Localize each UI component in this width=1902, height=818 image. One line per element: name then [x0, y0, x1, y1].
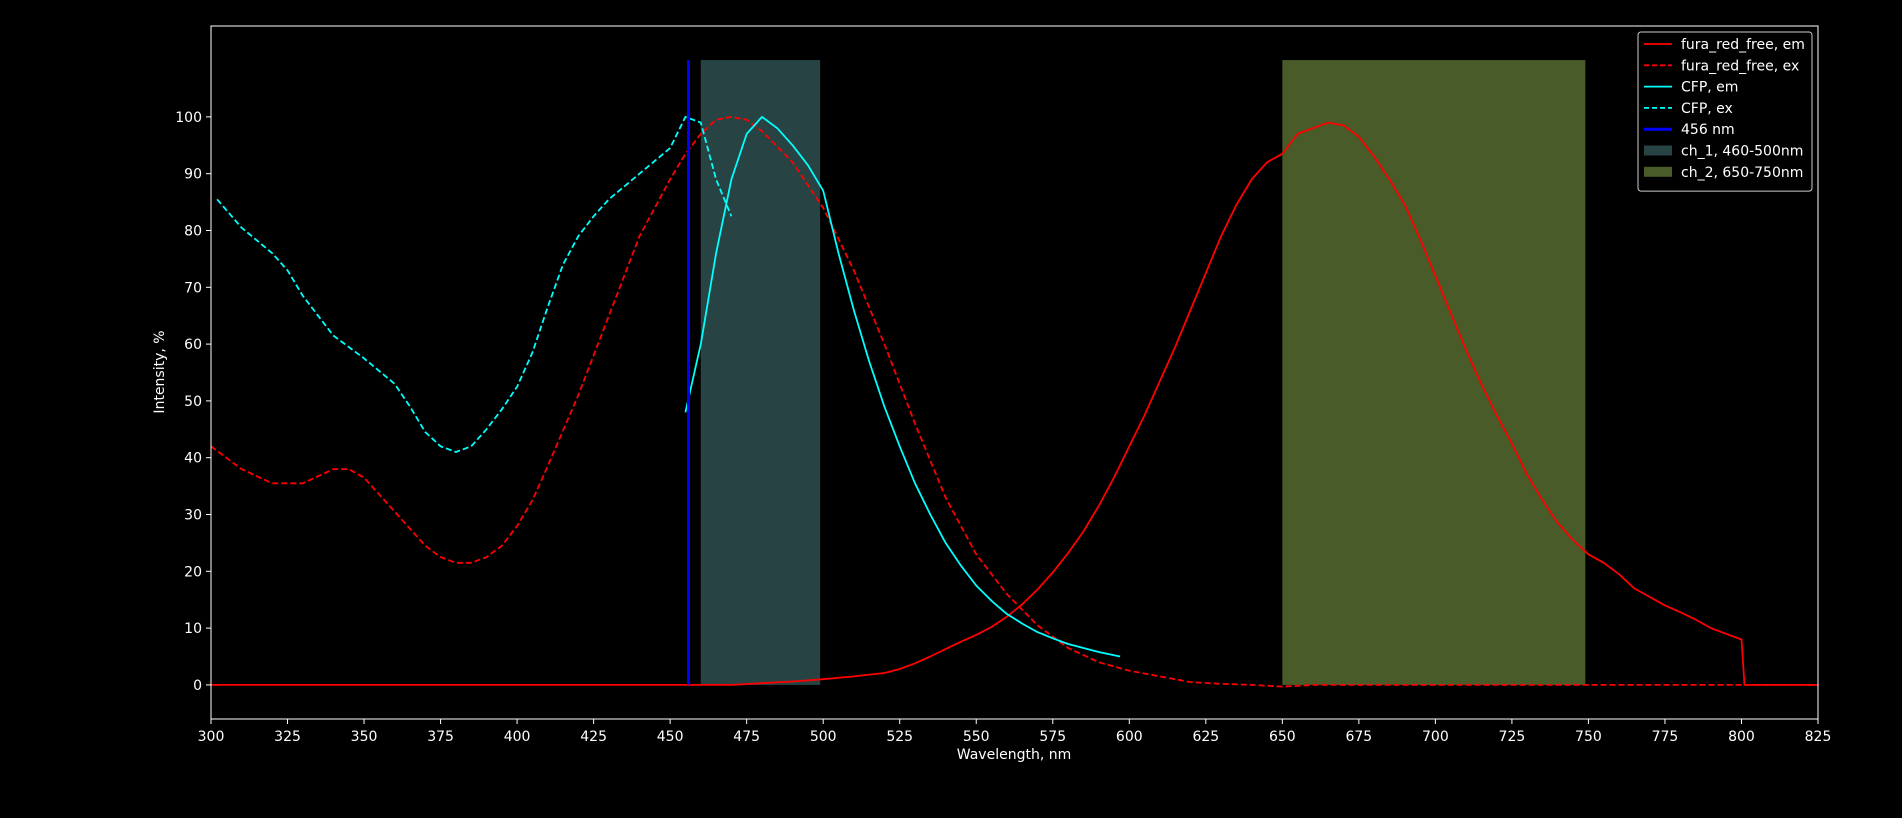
legend-label-ch-2-650-750nm: ch_2, 650-750nm [1681, 165, 1803, 181]
y-axis-label: Intensity, % [152, 330, 168, 413]
legend-swatch-ch-2-650-750nm [1644, 166, 1672, 177]
legend-label-fura-red-free-em: fura_red_free, em [1681, 37, 1805, 53]
y-tick-label: 60 [184, 337, 202, 353]
x-tick-label: 625 [1192, 729, 1219, 745]
y-tick-label: 90 [184, 167, 202, 183]
x-tick-label: 600 [1116, 729, 1143, 745]
x-axis: 300 325 350 375 400 425 450 475 500 525 550 575 600 6… [198, 719, 1832, 745]
legend-label-cfp-em: CFP, em [1681, 80, 1738, 96]
x-tick-label: 325 [274, 729, 301, 745]
y-tick-label: 100 [175, 110, 202, 126]
x-tick-label: 475 [733, 729, 760, 745]
x-tick-label: 775 [1652, 729, 1679, 745]
series-line-cfp-em [684, 116, 1121, 658]
x-tick-label: 425 [580, 729, 607, 745]
series-line-fura-red-free-em [211, 121, 1818, 686]
legend-label-ch-1-460-500nm: ch_1, 460-500nm [1681, 144, 1803, 160]
legend: fura_red_free, em fura_red_free, ex CFP, e… [1637, 31, 1813, 192]
y-tick-label: 20 [184, 564, 202, 580]
y-tick-label: 50 [184, 394, 202, 410]
band-ch-1-460-500nm [700, 60, 821, 685]
x-tick-label: 825 [1805, 729, 1832, 745]
x-tick-label: 575 [1039, 729, 1066, 745]
x-tick-label: 650 [1269, 729, 1296, 745]
legend-label-456-nm: 456 nm [1681, 122, 1735, 138]
legend-box [1637, 31, 1813, 192]
x-tick-label: 450 [657, 729, 684, 745]
plot-frame [210, 25, 1819, 720]
legend-swatch-ch-1-460-500nm [1644, 145, 1672, 156]
x-tick-label: 375 [427, 729, 454, 745]
x-tick-label: 350 [351, 729, 378, 745]
bands-layer [700, 60, 1586, 685]
x-tick-label: 300 [198, 729, 225, 745]
x-tick-label: 525 [886, 729, 913, 745]
y-axis: 0 10 20 30 40 50 60 70 80 90 100 [175, 110, 211, 694]
series-layer [210, 116, 1818, 688]
x-tick-label: 750 [1575, 729, 1602, 745]
x-tick-label: 700 [1422, 729, 1449, 745]
x-tick-label: 800 [1728, 729, 1755, 745]
x-axis-label: Wavelength, nm [957, 747, 1071, 763]
x-tick-label: 675 [1345, 729, 1372, 745]
y-tick-label: 40 [184, 451, 202, 467]
x-tick-label: 725 [1499, 729, 1526, 745]
series-line-cfp-ex [216, 116, 733, 453]
legend-label-cfp-ex: CFP, ex [1681, 101, 1733, 117]
series-line-fura-red-free-ex [210, 116, 1818, 688]
x-tick-label: 500 [810, 729, 837, 745]
y-tick-label: 30 [184, 508, 202, 524]
y-tick-label: 10 [184, 621, 202, 637]
y-tick-label: 80 [184, 223, 202, 239]
x-tick-label: 550 [963, 729, 990, 745]
band-ch-2-650-750nm [1282, 60, 1586, 685]
y-tick-label: 0 [193, 678, 202, 694]
x-tick-label: 400 [504, 729, 531, 745]
legend-label-fura-red-free-ex: fura_red_free, ex [1681, 58, 1799, 74]
y-tick-label: 70 [184, 280, 202, 296]
